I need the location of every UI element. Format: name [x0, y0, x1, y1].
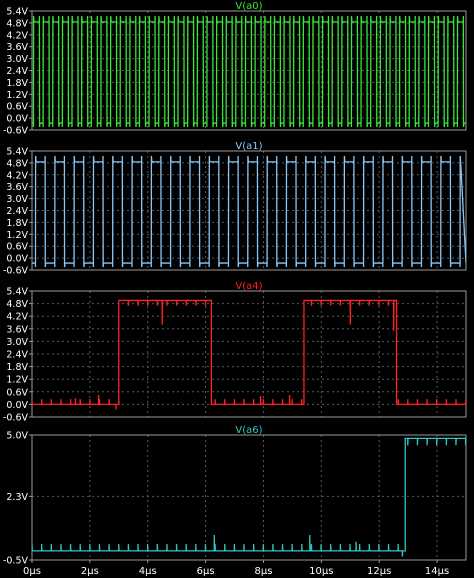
- y-tick-label: 4.8V: [6, 158, 28, 169]
- y-tick-label: 3.6V: [6, 324, 28, 335]
- y-tick-label: 1.2V: [6, 230, 28, 241]
- y-tick-label: 5.4V: [6, 7, 28, 18]
- y-tick-label: 4.2V: [6, 30, 28, 41]
- y-tick-label: 2.4V: [6, 206, 28, 217]
- trace-line-V(a6): [32, 437, 466, 557]
- trace-title: V(a1): [235, 141, 262, 152]
- y-tick-label: 4.2V: [6, 312, 28, 323]
- x-tick-label: 0µs: [23, 566, 41, 577]
- y-tick-label: 3.0V: [6, 54, 28, 65]
- plot-frame: [31, 150, 467, 271]
- y-tick-label: -0.5V: [3, 556, 29, 567]
- y-tick-label: -0.6V: [3, 413, 29, 424]
- y-tick-label: 1.8V: [6, 78, 28, 89]
- y-tick-label: 3.0V: [6, 337, 28, 348]
- trace-line-V(a0): [32, 15, 466, 128]
- y-tick-label: 1.2V: [6, 90, 28, 101]
- y-tick-label: 0.0V: [6, 114, 28, 125]
- y-tick-label: 0.0V: [6, 254, 28, 265]
- trace-title: V(a0): [235, 1, 262, 12]
- y-tick-label: 5.0V: [6, 431, 28, 442]
- x-tick-label: 8µs: [254, 566, 272, 577]
- plot-frame: [31, 434, 467, 561]
- y-tick-label: 0.6V: [6, 387, 28, 398]
- y-tick-label: 4.2V: [6, 170, 28, 181]
- plot-pane-2: 5.4V4.8V 4.2V3.6V 3.0V 2.4V1.8V 1.2V0.6V 0.0V…: [3, 281, 467, 424]
- x-tick-label: 4µs: [139, 566, 157, 577]
- trace-title: V(a4): [235, 281, 262, 292]
- y-tick-label: 1.8V: [6, 362, 28, 373]
- y-tick-label: 3.6V: [6, 42, 28, 53]
- plot-pane-1: 5.4V4.8V4.2V3.6V3.0V2.4V1.8V1.2V0.6V0.0V…: [3, 141, 467, 277]
- y-tick-label: 5.4V: [6, 147, 28, 158]
- plot-frame: [31, 290, 467, 418]
- y-tick-label: 2.4V: [6, 66, 28, 77]
- plot-frame: [31, 10, 467, 131]
- plot-pane-3: 5.0V 2.3V -0.5V V(a6): [3, 425, 467, 567]
- y-tick-label: 3.6V: [6, 182, 28, 193]
- y-tick-label: 4.8V: [6, 18, 28, 29]
- trace-title: V(a6): [235, 425, 262, 436]
- y-tick-label: -0.6V: [3, 266, 29, 277]
- y-tick-label: 5.4V: [6, 287, 28, 298]
- x-tick-label: 2µs: [81, 566, 99, 577]
- y-tick-label: 0.6V: [6, 242, 28, 253]
- y-tick-label: -0.6V: [3, 126, 29, 137]
- trace-line-V(a4): [32, 299, 466, 410]
- x-tick-label: 6µs: [197, 566, 215, 577]
- trace-line-V(a1): [32, 155, 466, 268]
- y-tick-label: 1.8V: [6, 218, 28, 229]
- x-tick-label: 14µs: [425, 566, 449, 577]
- x-tick-label: 10µs: [309, 566, 333, 577]
- y-tick-label: 0.6V: [6, 102, 28, 113]
- y-tick-label: 1.2V: [6, 375, 28, 386]
- y-tick-label: 4.8V: [6, 299, 28, 310]
- y-tick-label: 3.0V: [6, 194, 28, 205]
- y-tick-label: 0.0V: [6, 400, 28, 411]
- plot-pane-0: 5.4V4.8V4.2V3.6V3.0V2.4V1.8V1.2V0.6V0.0V…: [3, 1, 467, 137]
- x-tick-label: 12µs: [367, 566, 391, 577]
- y-tick-label: 2.3V: [6, 492, 28, 503]
- y-tick-label: 2.4V: [6, 350, 28, 361]
